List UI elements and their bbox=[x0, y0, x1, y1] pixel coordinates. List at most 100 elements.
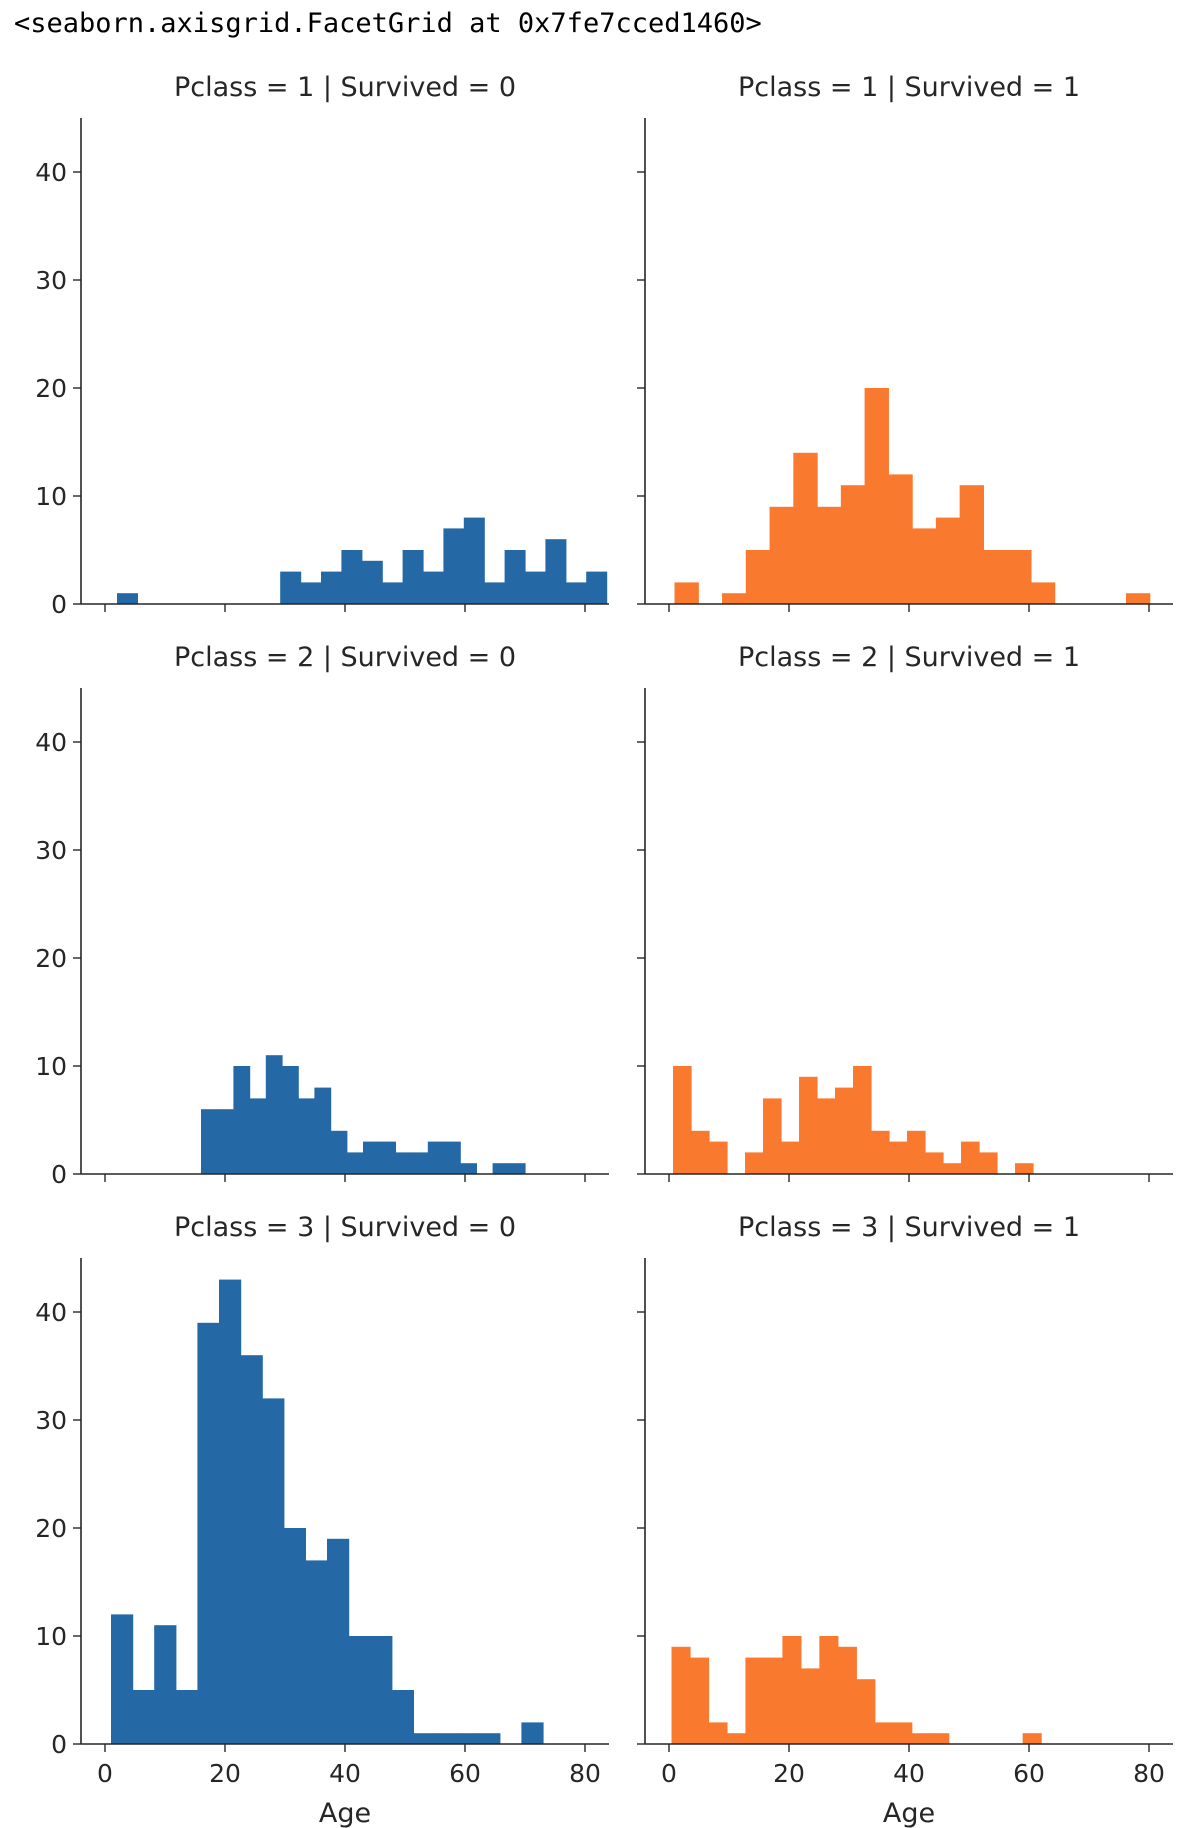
histogram-bar bbox=[722, 593, 747, 604]
histogram-bar bbox=[817, 506, 842, 604]
histogram-bar bbox=[745, 1152, 764, 1174]
histogram-bar bbox=[1125, 593, 1151, 604]
histogram-bar bbox=[282, 1066, 299, 1174]
histogram-bar bbox=[379, 1141, 396, 1174]
panel-title: Pclass = 1 | Survived = 0 bbox=[174, 72, 516, 103]
x-tick-label: 20 bbox=[773, 1759, 805, 1788]
x-tick-label: 60 bbox=[1013, 1759, 1045, 1788]
histogram-bar bbox=[249, 1098, 267, 1174]
histogram-bar bbox=[492, 1163, 510, 1174]
histogram-bar bbox=[961, 1141, 980, 1174]
y-tick-label: 20 bbox=[35, 374, 67, 403]
x-tick-label: 20 bbox=[209, 1759, 241, 1788]
histogram-bar bbox=[745, 550, 771, 604]
panel-title: Pclass = 2 | Survived = 1 bbox=[738, 642, 1080, 673]
x-tick-label: 80 bbox=[1133, 1759, 1165, 1788]
histogram-bar bbox=[262, 1398, 285, 1744]
histogram-bar bbox=[341, 550, 363, 604]
histogram-bar bbox=[361, 560, 383, 604]
histogram-bar bbox=[674, 582, 699, 604]
histogram-bar bbox=[819, 1636, 839, 1744]
histogram-bar bbox=[435, 1733, 458, 1744]
histogram-bar bbox=[240, 1355, 263, 1744]
y-tick-label: 10 bbox=[35, 482, 67, 511]
histogram-bar bbox=[444, 1141, 461, 1174]
histogram-bar bbox=[835, 1087, 854, 1174]
y-tick-label: 40 bbox=[35, 1298, 67, 1327]
histogram-bar bbox=[943, 1163, 962, 1174]
histogram-bar bbox=[443, 528, 465, 604]
histogram-bar bbox=[935, 517, 961, 604]
histogram-bar bbox=[817, 1098, 836, 1174]
histogram-bar bbox=[763, 1098, 782, 1174]
y-tick-label: 0 bbox=[51, 590, 67, 619]
y-tick-label: 10 bbox=[35, 1622, 67, 1651]
histogram-bar bbox=[837, 1646, 857, 1744]
histogram-bar bbox=[327, 1538, 350, 1744]
x-axis-label: Age bbox=[883, 1798, 935, 1828]
histogram-bar bbox=[154, 1625, 177, 1744]
histogram-bar bbox=[321, 571, 342, 604]
histogram-bar bbox=[197, 1322, 220, 1744]
histogram-bar bbox=[565, 582, 587, 604]
histogram-bar bbox=[427, 1141, 445, 1174]
y-tick-label: 40 bbox=[35, 158, 67, 187]
histogram-bar bbox=[508, 1163, 526, 1174]
histogram-bar bbox=[363, 1141, 380, 1174]
histogram-bar bbox=[219, 1279, 242, 1744]
histogram-bar bbox=[907, 1130, 926, 1174]
x-tick-label: 80 bbox=[569, 1759, 601, 1788]
histogram-bar bbox=[690, 1657, 710, 1744]
histogram-bar bbox=[930, 1733, 950, 1744]
y-tick-label: 20 bbox=[35, 944, 67, 973]
histogram-bar bbox=[370, 1636, 393, 1744]
histogram-bar bbox=[460, 1163, 477, 1174]
x-tick-label: 40 bbox=[329, 1759, 361, 1788]
histogram-bar bbox=[912, 528, 937, 604]
histogram-bar bbox=[521, 1722, 544, 1744]
histogram-bar bbox=[330, 1130, 348, 1174]
histogram-bar bbox=[382, 582, 404, 604]
histogram-bar bbox=[911, 1733, 931, 1744]
histogram-bar bbox=[175, 1690, 198, 1744]
x-tick-label: 0 bbox=[97, 1759, 113, 1788]
histogram-bar bbox=[504, 550, 526, 604]
histogram-bar bbox=[1030, 582, 1056, 604]
histogram-bar bbox=[314, 1087, 332, 1174]
histogram-bar bbox=[586, 571, 608, 604]
y-tick-label: 30 bbox=[35, 836, 67, 865]
histogram-bar bbox=[283, 1528, 306, 1744]
histogram-bar bbox=[888, 474, 913, 604]
histogram-bar bbox=[411, 1152, 429, 1174]
histogram-bar bbox=[111, 1614, 134, 1744]
histogram-bar bbox=[979, 1152, 998, 1174]
histogram-bar bbox=[871, 1130, 890, 1174]
y-tick-label: 0 bbox=[51, 1730, 67, 1759]
output-repr-text: <seaborn.axisgrid.FacetGrid at 0x7fe7cce… bbox=[14, 8, 762, 39]
x-axis-label: Age bbox=[319, 1798, 371, 1828]
panel-title: Pclass = 3 | Survived = 1 bbox=[738, 1212, 1080, 1243]
histogram-bar bbox=[889, 1141, 908, 1174]
histogram-bar bbox=[391, 1690, 414, 1744]
histogram-bar bbox=[983, 550, 1008, 604]
histogram-bar bbox=[853, 1066, 872, 1174]
histogram-bar bbox=[799, 1076, 818, 1174]
x-tick-label: 0 bbox=[661, 1759, 677, 1788]
histogram-bar bbox=[769, 506, 794, 604]
histogram-bar bbox=[673, 1066, 692, 1174]
histogram-bar bbox=[305, 1560, 328, 1744]
histogram-bar bbox=[201, 1109, 218, 1174]
histogram-bar bbox=[117, 593, 138, 604]
panel-title: Pclass = 2 | Survived = 0 bbox=[174, 642, 516, 673]
histogram-bar bbox=[233, 1066, 251, 1174]
histogram-bar bbox=[726, 1733, 747, 1744]
histogram-bar bbox=[800, 1668, 820, 1744]
histogram-bar bbox=[691, 1130, 710, 1174]
histogram-bar bbox=[456, 1733, 479, 1744]
histogram-bar bbox=[395, 1152, 413, 1174]
histogram-bar bbox=[300, 582, 322, 604]
histogram-bar bbox=[413, 1733, 436, 1744]
y-tick-label: 40 bbox=[35, 728, 67, 757]
y-tick-label: 30 bbox=[35, 1406, 67, 1435]
